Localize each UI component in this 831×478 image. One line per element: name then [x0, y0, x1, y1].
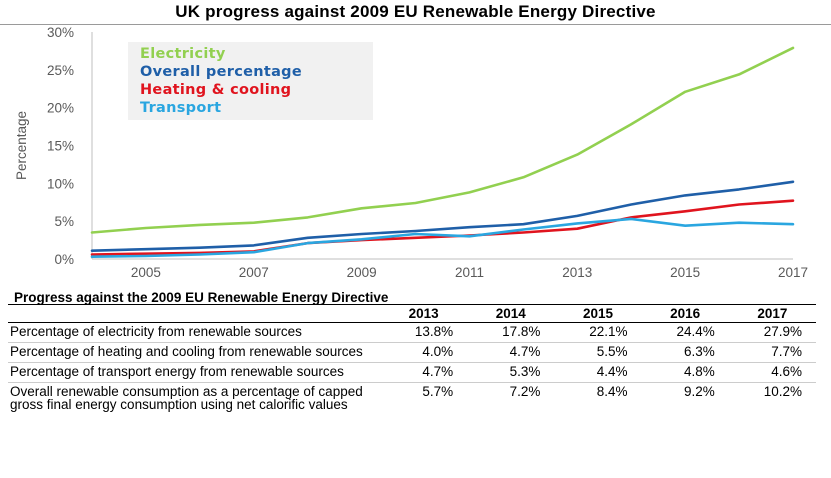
table-row: Percentage of transport energy from rene… — [8, 362, 816, 383]
table-title: Progress against the 2009 EU Renewable E… — [14, 290, 389, 305]
y-axis-label: Percentage — [14, 111, 29, 180]
table-row: Percentage of heating and cooling from r… — [8, 342, 816, 363]
x-tick-label: 2013 — [562, 265, 592, 280]
table-cell: 27.9% — [728, 322, 816, 343]
y-tick-label: 5% — [54, 214, 74, 229]
table-cell: 5.7% — [380, 382, 468, 415]
y-tick-label: 30% — [47, 25, 74, 40]
table-cell: 4.7% — [380, 362, 468, 383]
progress-table: 2013 2014 2015 2016 2017 Percentage of e… — [8, 304, 816, 415]
table-cell: 4.4% — [554, 362, 642, 383]
table-header-blank — [8, 304, 380, 323]
row-label: Percentage of transport energy from rene… — [8, 362, 380, 383]
chart-legend: Electricity Overall percentage Heating &… — [128, 42, 373, 120]
series-line-heating-cooling — [90, 199, 795, 256]
legend-item-overall-percentage: Overall percentage — [140, 64, 302, 80]
row-label: Overall renewable consumption as a perce… — [8, 382, 380, 415]
x-tick-label: 2007 — [239, 265, 269, 280]
series-line-overall-percentage — [90, 180, 795, 252]
table-cell: 10.2% — [728, 382, 816, 415]
table-row: Percentage of electricity from renewable… — [8, 322, 816, 343]
row-label: Percentage of electricity from renewable… — [8, 322, 380, 343]
table-cell: 4.8% — [641, 362, 729, 383]
table-row: Overall renewable consumption as a perce… — [8, 382, 816, 415]
table-cell: 13.8% — [380, 322, 468, 343]
table-cell: 4.6% — [728, 362, 816, 383]
y-tick-label: 20% — [47, 101, 74, 116]
y-tick-label: 25% — [47, 63, 74, 78]
table-cell: 8.4% — [554, 382, 642, 415]
legend-item-transport: Transport — [140, 100, 222, 116]
table-cell: 24.4% — [641, 322, 729, 343]
table-cell: 5.3% — [467, 362, 555, 383]
table-header-year: 2017 — [728, 304, 816, 323]
chart-title: UK progress against 2009 EU Renewable En… — [175, 2, 656, 21]
table-cell: 4.7% — [467, 342, 555, 363]
table-cell: 5.5% — [554, 342, 642, 363]
table-cell: 6.3% — [641, 342, 729, 363]
series-line-electricity — [90, 46, 795, 234]
y-tick-label: 0% — [54, 252, 74, 267]
legend-item-heating-cooling: Heating & cooling — [140, 82, 292, 98]
x-tick-label: 2005 — [131, 265, 161, 280]
table-cell: 22.1% — [554, 322, 642, 343]
x-tick-label: 2009 — [347, 265, 377, 280]
table-header-year: 2015 — [554, 304, 642, 323]
title-bar: UK progress against 2009 EU Renewable En… — [0, 0, 831, 25]
legend-item-electricity: Electricity — [140, 46, 226, 62]
table-cell: 9.2% — [641, 382, 729, 415]
table-header-year: 2013 — [380, 304, 468, 323]
table-cell: 7.7% — [728, 342, 816, 363]
line-chart: Percentage 0% 5% 10% 15% 20% 25% 30% 2005 2007 20… — [14, 25, 808, 280]
table-cell: 7.2% — [467, 382, 555, 415]
table-cell: 4.0% — [380, 342, 468, 363]
table-cell: 17.8% — [467, 322, 555, 343]
x-tick-label: 2017 — [778, 265, 808, 280]
x-tick-label: 2011 — [455, 265, 484, 280]
table-header-row: 2013 2014 2015 2016 2017 — [8, 304, 816, 323]
table-header-year: 2016 — [641, 304, 729, 323]
table-header-year: 2014 — [467, 304, 555, 323]
row-label: Percentage of heating and cooling from r… — [8, 342, 380, 363]
y-tick-label: 10% — [47, 176, 74, 191]
x-tick-label: 2015 — [670, 265, 700, 280]
y-tick-label: 15% — [47, 139, 74, 154]
series-line-transport — [90, 217, 795, 258]
